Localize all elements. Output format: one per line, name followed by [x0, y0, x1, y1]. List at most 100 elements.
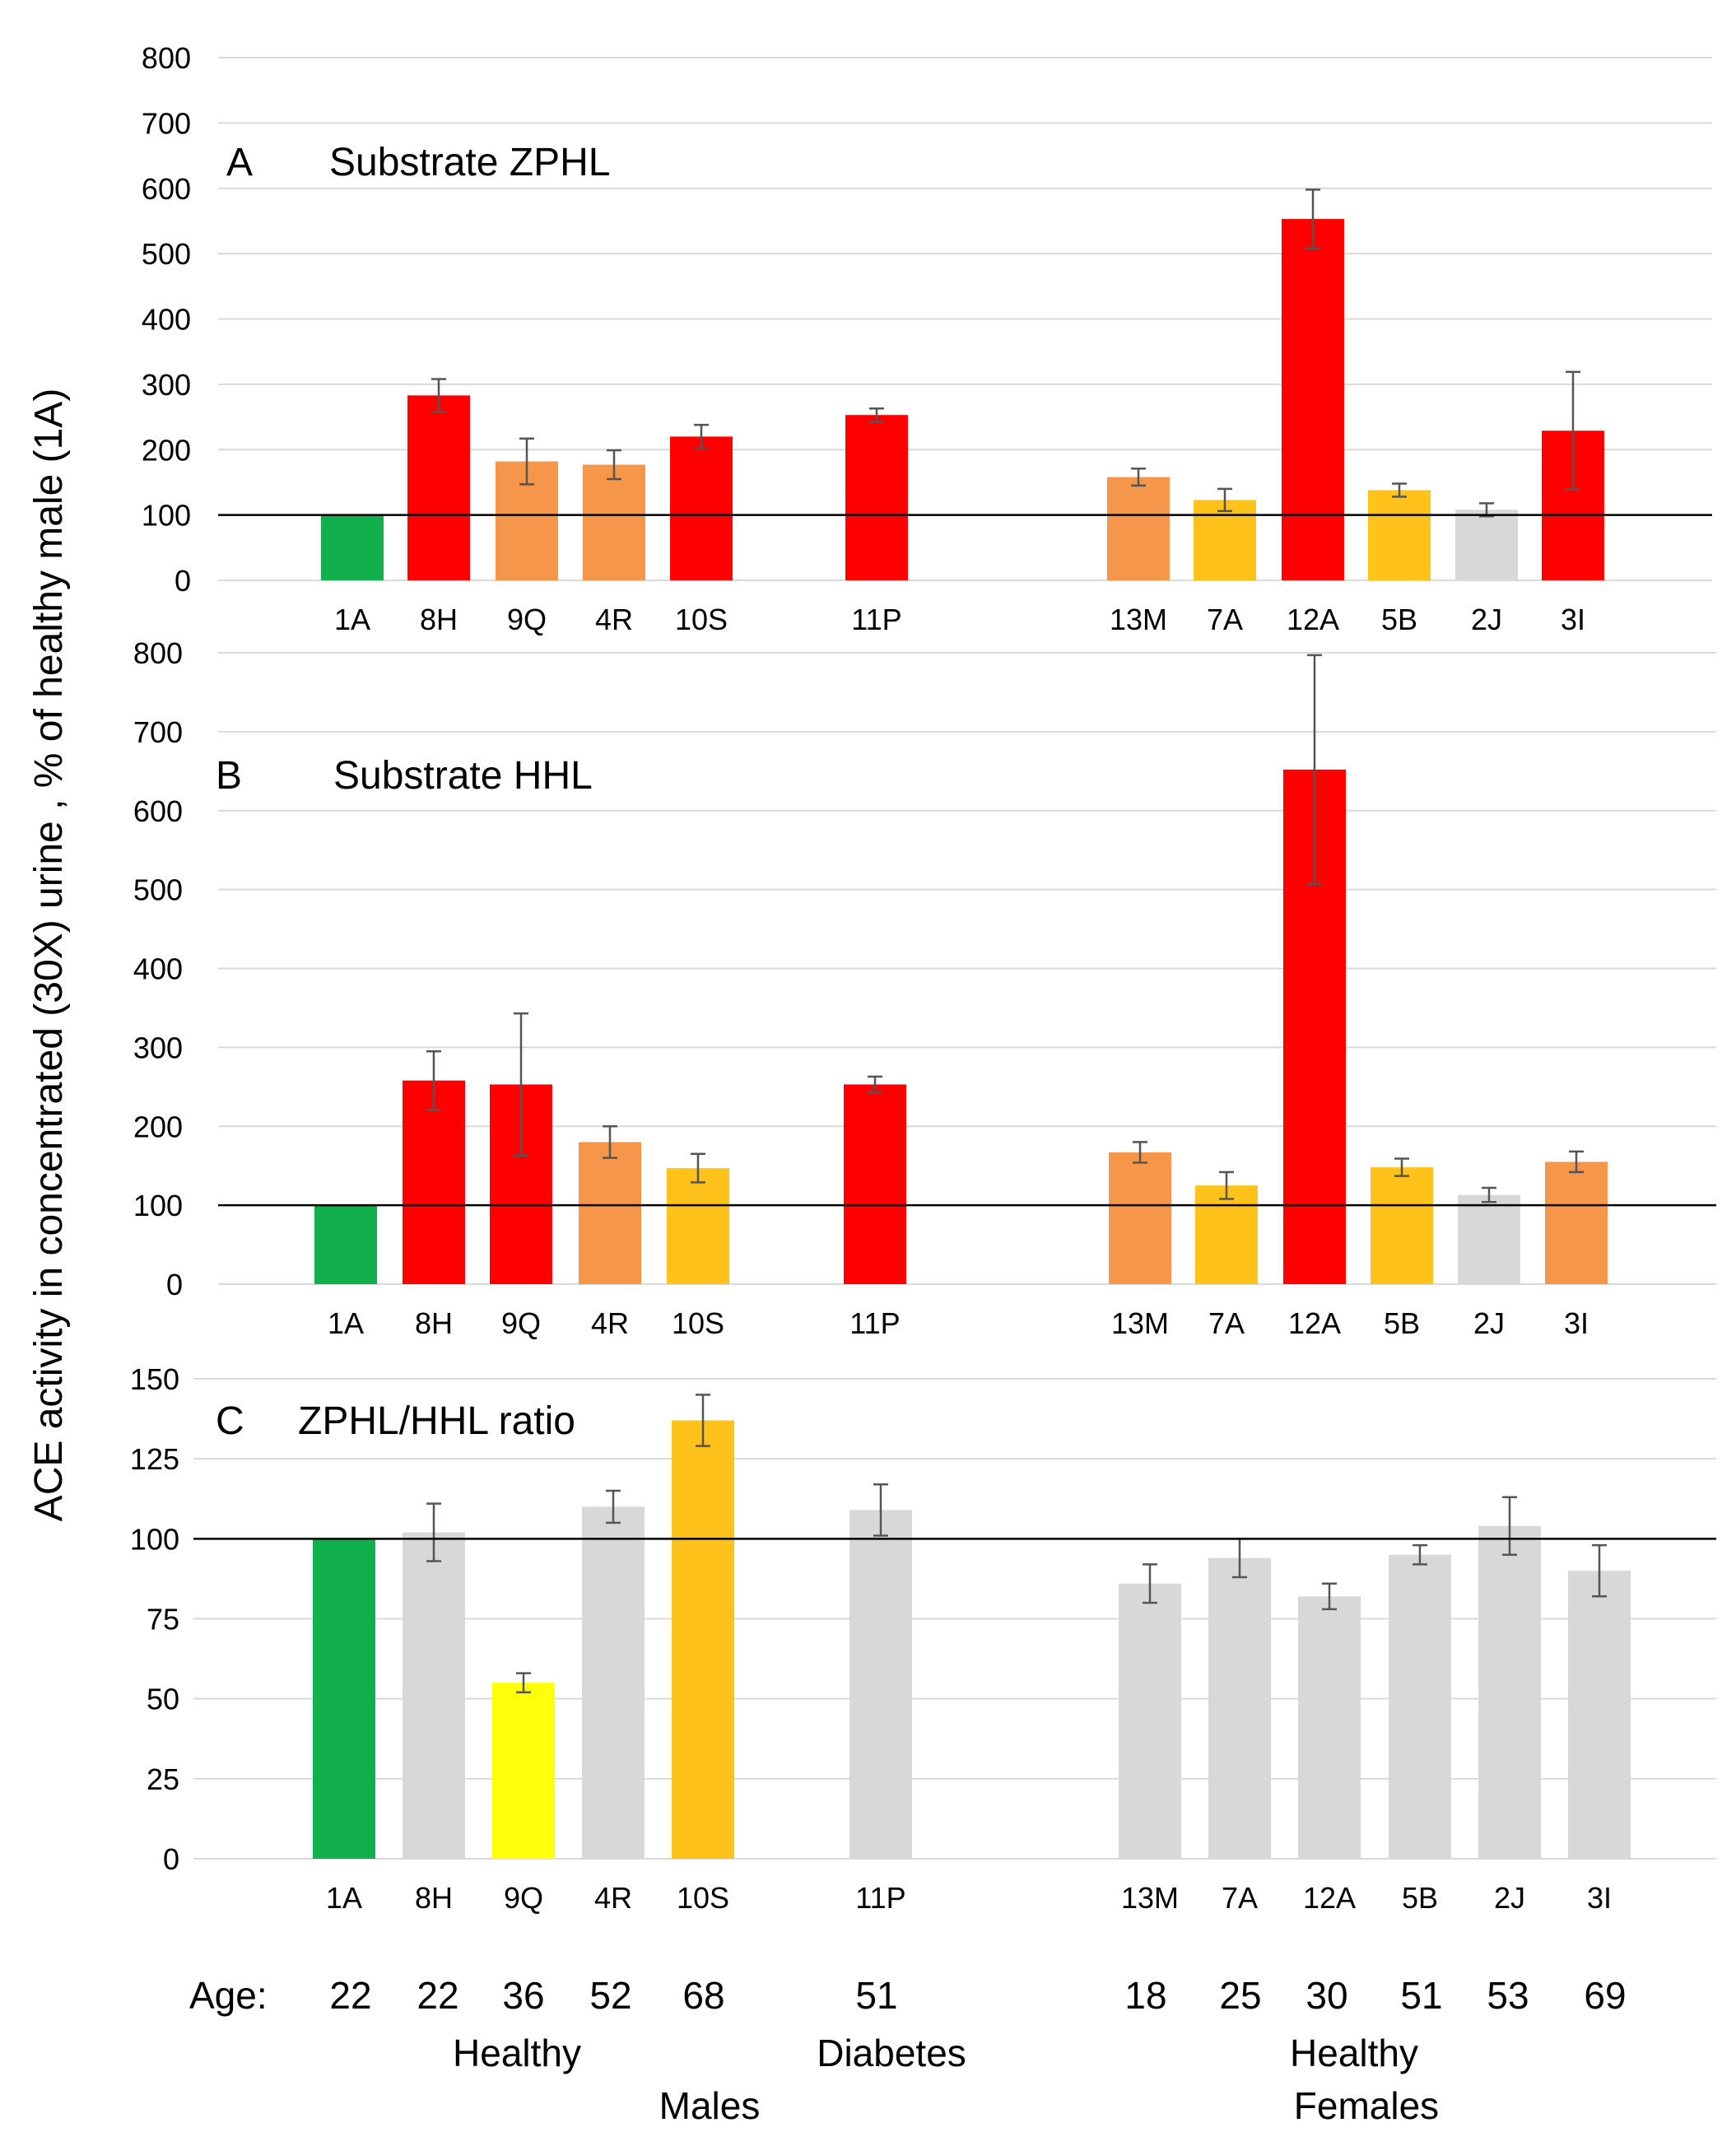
age-value: 69: [1584, 1974, 1626, 2017]
y-tick-label: 25: [147, 1762, 179, 1796]
category-label: 4R: [595, 603, 633, 636]
category-label: 8H: [415, 1881, 453, 1915]
panel-title: Substrate HHL: [333, 754, 593, 798]
category-label: 3I: [1587, 1881, 1612, 1915]
y-tick-label: 75: [147, 1603, 179, 1636]
panel-title: ZPHL/HHL ratio: [298, 1399, 575, 1443]
category-label: 10S: [675, 603, 728, 636]
y-tick-label: 0: [166, 1268, 183, 1301]
bar-5b: [1389, 1554, 1451, 1859]
category-label: 13M: [1111, 1306, 1169, 1340]
bar-4r: [583, 464, 645, 580]
y-tick-label: 400: [133, 952, 183, 986]
category-label: 4R: [591, 1306, 629, 1340]
y-tick-label: 800: [142, 41, 191, 75]
category-label: 11P: [849, 1306, 900, 1340]
bar-10s: [670, 436, 733, 580]
age-label: Age:: [189, 1974, 268, 2017]
bar-13m: [1109, 1152, 1171, 1284]
age-value: 53: [1487, 1974, 1529, 2017]
age-value: 30: [1305, 1974, 1347, 2017]
group-label-males: Males: [659, 2084, 761, 2127]
age-value: 68: [682, 1974, 724, 2017]
bar-3i: [1568, 1571, 1631, 1859]
bar-10s: [667, 1168, 729, 1284]
y-tick-label: 200: [133, 1110, 183, 1143]
y-tick-label: 500: [133, 873, 183, 907]
y-tick-label: 700: [142, 106, 191, 140]
category-label: 2J: [1473, 1306, 1505, 1340]
bar-11p: [845, 415, 908, 580]
group-label-healthy-females: Healthy: [1290, 2032, 1418, 2074]
category-label: 9Q: [501, 1306, 541, 1340]
group-label-diabetes: Diabetes: [817, 2032, 966, 2074]
bar-2j: [1458, 1194, 1520, 1284]
panel-title: Substrate ZPHL: [329, 141, 610, 184]
bar-12a: [1282, 219, 1344, 580]
y-tick-label: 300: [133, 1031, 183, 1064]
bar-9q: [492, 1683, 555, 1859]
bar-4r: [582, 1506, 645, 1859]
bar-2j: [1478, 1525, 1541, 1859]
bar-3i: [1545, 1161, 1608, 1284]
y-tick-label: 700: [133, 715, 183, 749]
y-tick-label: 500: [142, 237, 191, 271]
y-axis-label: ACE activity in concentrated (30X) urine…: [27, 389, 71, 1522]
category-label: 5B: [1402, 1881, 1438, 1915]
group-label-healthy-males: Healthy: [453, 2032, 581, 2074]
category-label: 1A: [328, 1306, 364, 1340]
category-label: 1A: [334, 603, 370, 636]
age-value: 36: [502, 1974, 544, 2017]
category-label: 7A: [1222, 1881, 1258, 1915]
group-label-females: Females: [1294, 2084, 1439, 2127]
y-tick-label: 150: [130, 1362, 179, 1396]
category-label: 7A: [1207, 603, 1243, 636]
age-values: 22 22 36 52 68 51 18 25 30 51 53 69: [329, 1974, 1626, 2017]
bar-7a: [1195, 1185, 1258, 1284]
category-label: 11P: [855, 1881, 905, 1915]
panel-letter: A: [226, 141, 253, 184]
category-label: 13M: [1110, 603, 1167, 636]
age-value: 22: [417, 1974, 458, 2017]
category-label: 8H: [415, 1306, 453, 1340]
chart-panel-a: 0 100 200 300 400 500 600 700 800 1A 8H 9Q 4R 10S 11P 1…: [142, 41, 1712, 636]
y-tick-label: 125: [130, 1442, 179, 1476]
category-label: 8H: [420, 603, 458, 636]
bar-8h: [403, 1080, 465, 1284]
bar-8h: [403, 1532, 465, 1859]
y-tick-label: 50: [147, 1683, 179, 1716]
y-tick-label: 800: [133, 636, 183, 670]
y-tick-label: 100: [142, 499, 191, 533]
category-label: 9Q: [504, 1881, 543, 1915]
y-tick-label: 100: [133, 1189, 183, 1222]
bar-8h: [407, 395, 470, 580]
bar-5b: [1371, 1167, 1433, 1284]
chart-panel-c: 0 25 50 75 100 125 150 1A 8H 9Q 4R 10S 11P 13M 7A 12A 5B…: [130, 1362, 1716, 1915]
bar-13m: [1119, 1583, 1181, 1859]
age-value: 52: [589, 1974, 631, 2017]
bar-11p: [844, 1084, 906, 1284]
age-value: 25: [1219, 1974, 1261, 2017]
category-label: 12A: [1303, 1881, 1356, 1915]
age-value: 51: [1400, 1974, 1442, 2017]
y-tick-label: 0: [163, 1842, 179, 1876]
bar-11p: [849, 1510, 912, 1859]
category-label: 2J: [1471, 603, 1502, 636]
bar-10s: [672, 1420, 734, 1859]
y-tick-label: 400: [142, 303, 191, 337]
category-label: 13M: [1121, 1881, 1179, 1915]
category-label: 9Q: [507, 603, 547, 636]
category-label: 4R: [594, 1881, 632, 1915]
age-value: 18: [1124, 1974, 1166, 2017]
bar-13m: [1107, 477, 1170, 580]
category-label: 1A: [326, 1881, 362, 1915]
y-tick-label: 200: [142, 433, 191, 467]
chart-panel-b: 0 100 200 300 400 500 600 700 800 1A 8H 9Q 4R 10S 11P 1…: [133, 636, 1716, 1340]
category-label: 5B: [1381, 603, 1417, 636]
category-label: 11P: [851, 603, 901, 636]
panel-letter: C: [216, 1399, 244, 1443]
bar-2j: [1455, 510, 1518, 580]
category-label: 12A: [1287, 603, 1339, 636]
